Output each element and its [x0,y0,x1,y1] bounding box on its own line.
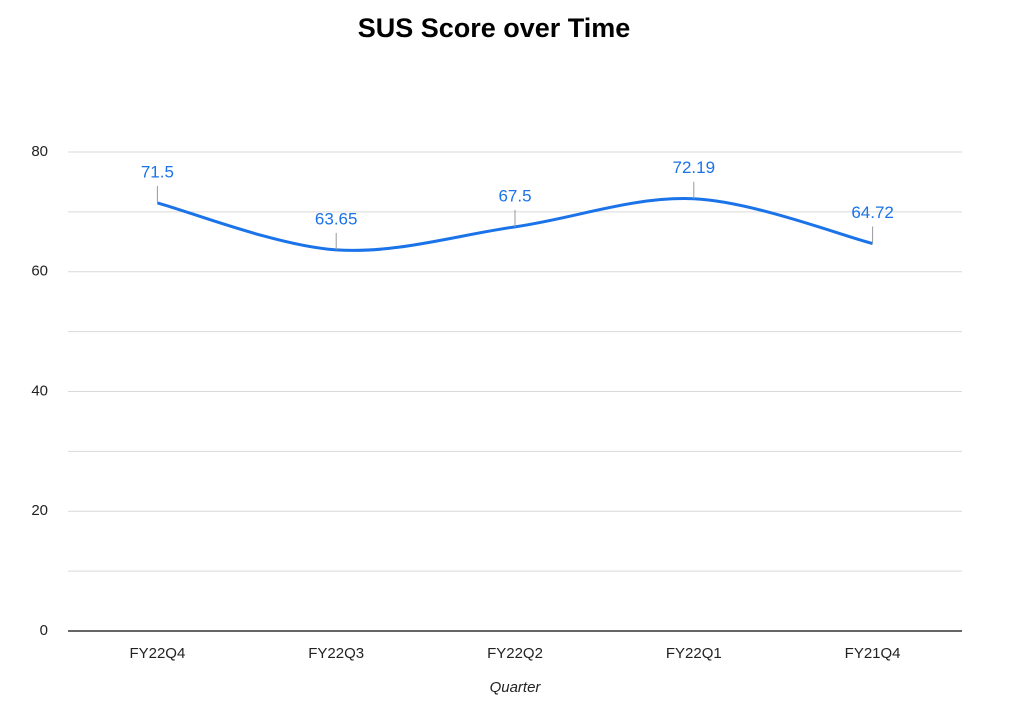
y-tick-label: 0 [40,622,48,639]
data-label: 72.19 [673,158,716,177]
y-tick-label: 80 [31,143,48,160]
series-line [157,197,873,252]
x-axis-title: Quarter [490,679,542,696]
data-label: 67.5 [498,186,531,205]
x-tick-label: FY21Q4 [845,645,901,662]
x-tick-label: FY22Q4 [129,645,185,662]
data-label: 63.65 [315,209,358,228]
y-tick-label: 60 [31,263,48,280]
data-label: 64.72 [851,203,894,222]
y-tick-label: 20 [31,502,48,519]
x-tick-label: FY22Q1 [666,645,722,662]
data-label: 71.5 [141,162,174,181]
y-tick-label: 40 [31,382,48,399]
chart-title: SUS Score over Time [358,13,631,43]
x-tick-label: FY22Q3 [308,645,364,662]
x-tick-label: FY22Q2 [487,645,543,662]
